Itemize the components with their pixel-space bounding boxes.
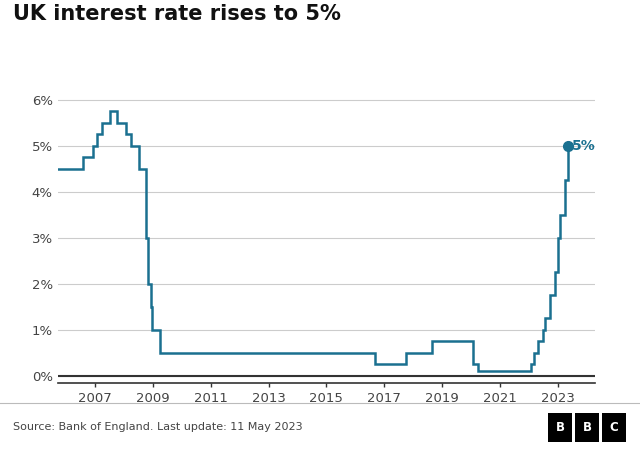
Text: B: B	[582, 421, 591, 434]
Text: C: C	[609, 421, 618, 434]
Text: B: B	[556, 421, 564, 434]
Text: Source: Bank of England. Last update: 11 May 2023: Source: Bank of England. Last update: 11…	[13, 422, 303, 432]
Text: 5%: 5%	[572, 139, 596, 153]
Text: UK interest rate rises to 5%: UK interest rate rises to 5%	[13, 4, 340, 24]
